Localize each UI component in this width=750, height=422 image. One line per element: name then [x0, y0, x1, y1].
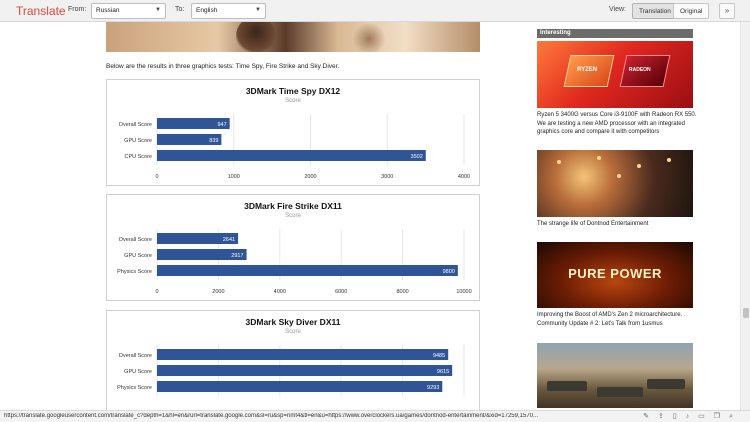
to-language-value: English — [196, 7, 218, 14]
tick-label: 2000 — [304, 174, 316, 180]
data-label: 839 — [209, 138, 218, 144]
bokeh-light — [637, 164, 641, 168]
category-label: Physics Score — [117, 269, 152, 275]
category-label: GPU Score — [124, 138, 152, 144]
scrollbar-thumb[interactable] — [743, 308, 749, 318]
tank-shape — [547, 381, 587, 391]
chart-sky-diver-svg: Overall Score 9485 GPU Score 9615 Physics Sc… — [117, 345, 465, 396]
pen-icon[interactable]: ✎ — [643, 413, 658, 420]
chart-subtitle: Score — [285, 98, 301, 104]
bar — [157, 249, 247, 260]
chart-title: 3DMark Sky Diver DX11 — [245, 317, 341, 327]
from-language-select[interactable]: Russian ▼ — [91, 3, 166, 19]
pure-power-text: PURE POWER — [568, 266, 662, 281]
to-label: To: — [175, 6, 185, 13]
chart-subtitle: Score — [285, 213, 301, 219]
tick-label: 1000 — [228, 174, 240, 180]
article-intro-text: Below are the results in three graphics … — [106, 63, 340, 70]
chart-fire-strike-svg: Overall Score 2641 GPU Score 2917 Physics Sc… — [117, 229, 472, 295]
bokeh-light — [667, 158, 671, 162]
chart-title: 3DMark Fire Strike DX11 — [244, 201, 342, 211]
bar — [157, 349, 449, 360]
article-hero-image — [106, 22, 480, 52]
bar — [157, 150, 426, 161]
chart-subtitle: Score — [285, 329, 301, 335]
data-label: 2641 — [223, 237, 235, 243]
bar — [157, 365, 453, 376]
data-label: 9485 — [433, 353, 445, 359]
sidebar-thumbnail-pure-power[interactable]: PURE POWER — [537, 242, 693, 308]
tank-shape — [597, 387, 643, 397]
chart-fire-strike: Overall Score 2641 GPU Score 2917 Physics Sc… — [106, 194, 480, 301]
translation-view-button[interactable]: Translation — [632, 3, 678, 19]
bar — [157, 134, 222, 145]
ryzen-logo-text: RYZEN — [577, 67, 598, 73]
category-label: Overall Score — [119, 353, 152, 359]
view-label: View: — [609, 6, 626, 13]
bokeh-light — [557, 160, 561, 164]
double-chevron-down-icon[interactable]: » — [719, 3, 735, 19]
category-label: GPU Score — [124, 369, 152, 375]
translate-logo[interactable]: Translate — [16, 4, 66, 18]
copy-icon[interactable]: ❐ — [713, 413, 730, 420]
category-label: GPU Score — [124, 253, 152, 259]
sidebar-item-caption[interactable]: Improving the Boost of AMD's Zen 2 micro… — [537, 312, 683, 327]
data-label: 9293 — [427, 385, 439, 391]
sidebar-thumbnail-dontnod[interactable] — [537, 150, 693, 217]
sidebar-thumbnail-tanks[interactable] — [537, 343, 693, 408]
category-label: CPU Score — [124, 154, 152, 160]
bar — [157, 265, 458, 276]
sidebar-item-caption[interactable]: Ryzen 5 3400G versus Core i3-9100F with … — [537, 112, 697, 135]
chart-sky-diver: Overall Score 9485 GPU Score 9615 Physics Sc… — [106, 310, 480, 415]
vertical-scrollbar[interactable] — [740, 22, 750, 410]
tick-label: 0 — [155, 289, 158, 295]
bokeh-light — [597, 156, 601, 160]
tick-label: 8000 — [396, 289, 408, 295]
from-language-value: Russian — [96, 7, 120, 14]
hero-figure-2 — [351, 24, 387, 52]
sidebar-heading: Interesting — [537, 29, 693, 38]
to-language-select[interactable]: English ▼ — [191, 3, 266, 19]
share-icon[interactable]: ⇪ — [657, 413, 673, 420]
data-label: 9615 — [437, 369, 449, 375]
bar — [157, 381, 443, 392]
data-label: 9800 — [443, 269, 455, 275]
chart-time-spy-svg: Overall Score 947 GPU Score 839 CPU Score 350… — [119, 114, 470, 180]
chevron-down-icon: ▼ — [155, 7, 161, 13]
status-url: https://translate.googleusercontent.com/… — [4, 413, 538, 419]
bokeh-light — [617, 174, 621, 178]
window-icon[interactable]: ▭ — [698, 413, 714, 420]
search-icon[interactable]: ⌕ — [729, 413, 742, 420]
hero-figure — [236, 22, 276, 52]
tick-label: 0 — [155, 174, 158, 180]
chart-time-spy: Overall Score 947 GPU Score 839 CPU Score 350… — [106, 79, 480, 186]
chart-title: 3DMark Time Spy DX12 — [245, 86, 341, 96]
radeon-logo-text: RADEON — [629, 67, 651, 73]
sidebar-item-caption[interactable]: The strange life of Dontnod Entertainmen… — [537, 221, 649, 227]
status-icons: ✎⇪▯♪▭❐⌕ — [643, 412, 742, 421]
data-label: 2917 — [231, 253, 243, 259]
tick-label: 4000 — [458, 174, 470, 180]
tick-label: 4000 — [274, 289, 286, 295]
category-label: Overall Score — [119, 122, 152, 128]
original-view-button[interactable]: Original — [673, 3, 710, 19]
bar — [157, 233, 239, 244]
chevron-down-icon: ▼ — [255, 7, 261, 13]
tick-label: 10000 — [456, 289, 471, 295]
sidebar-thumbnail-ryzen[interactable]: RYZEN RADEON — [537, 41, 693, 108]
tick-label: 3000 — [381, 174, 393, 180]
from-label: From: — [68, 6, 87, 13]
tick-label: 6000 — [335, 289, 347, 295]
category-label: Physics Score — [117, 385, 152, 391]
bar — [157, 118, 230, 129]
speaker-icon[interactable]: ♪ — [685, 413, 699, 420]
data-label: 3502 — [411, 154, 423, 160]
category-label: Overall Score — [119, 237, 152, 243]
translate-toolbar: Translate From: Russian ▼ To: English ▼ … — [0, 0, 750, 22]
data-label: 947 — [217, 122, 226, 128]
status-bar: https://translate.googleusercontent.com/… — [0, 410, 750, 422]
tank-shape — [647, 379, 685, 389]
tick-label: 2000 — [212, 289, 224, 295]
trash-icon[interactable]: ▯ — [672, 413, 686, 420]
